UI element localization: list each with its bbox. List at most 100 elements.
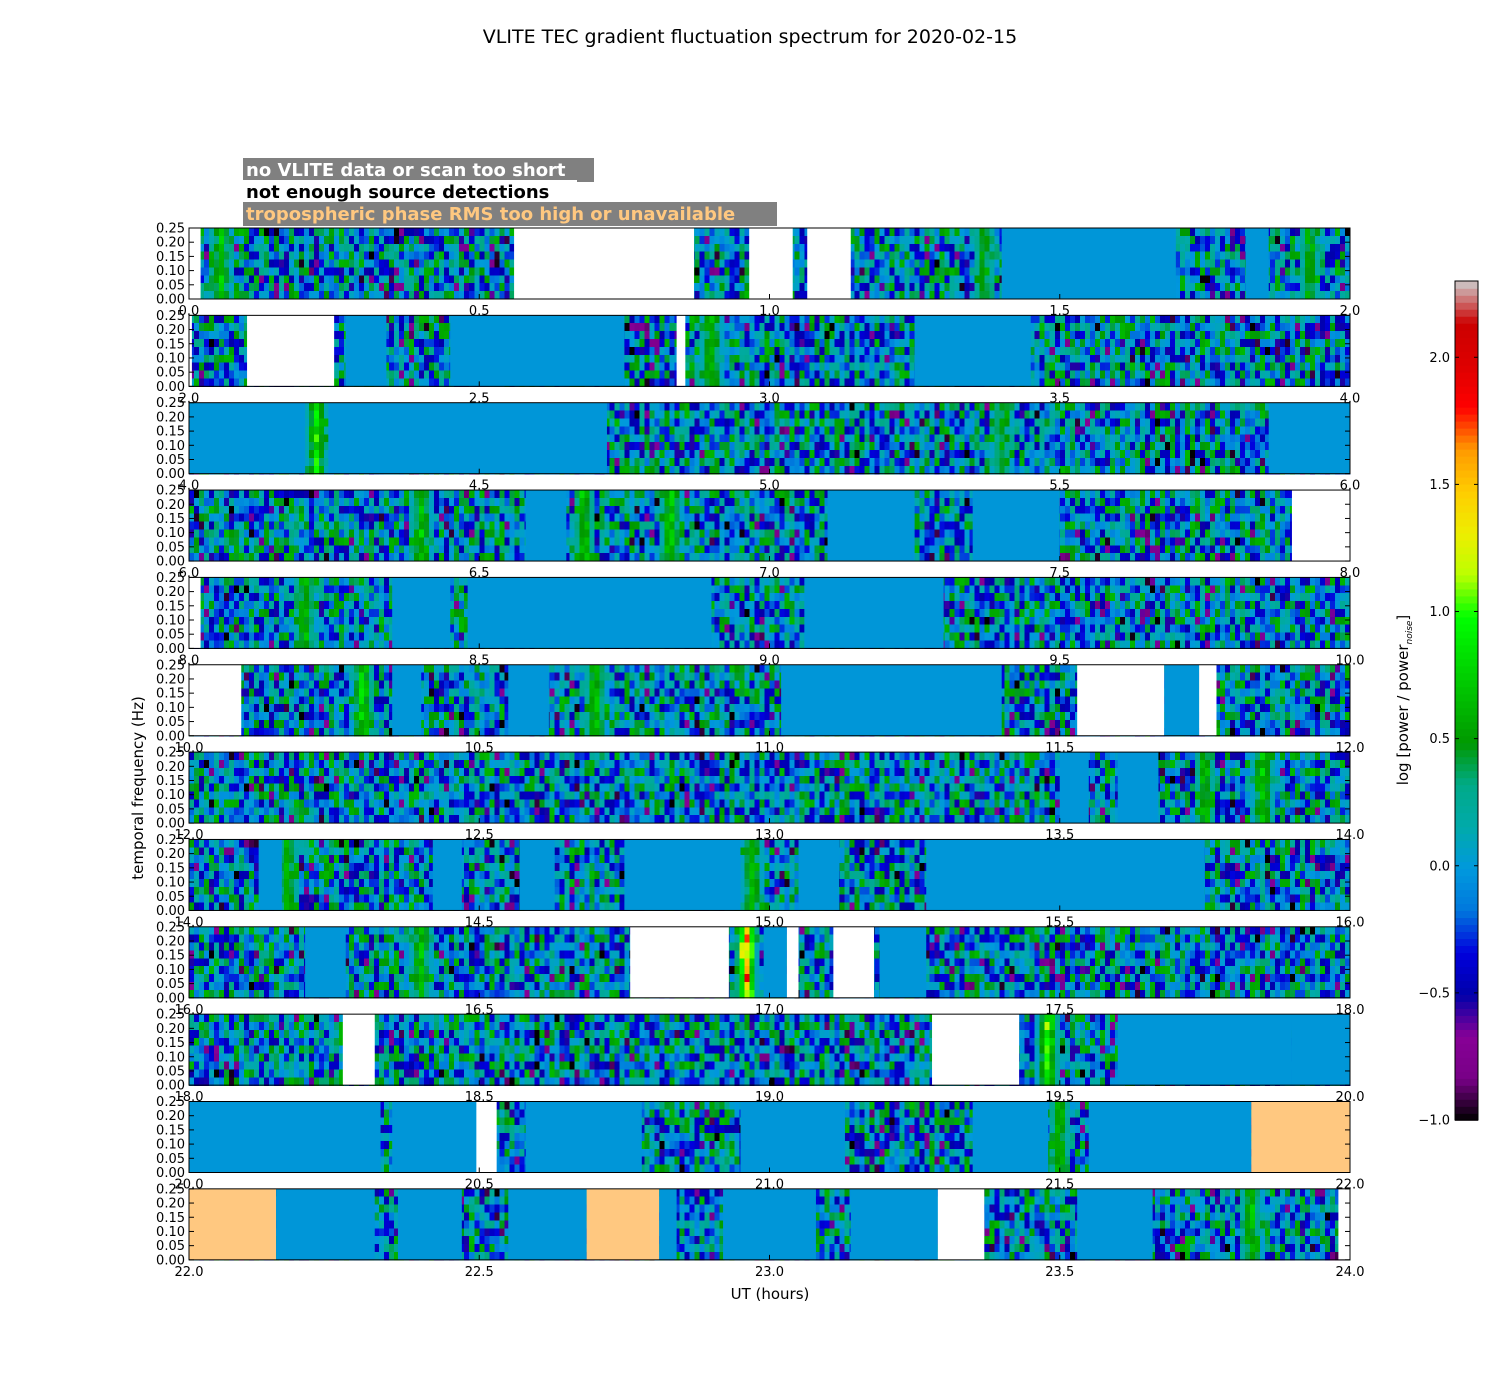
heatmap-cell <box>904 235 911 245</box>
heatmap-cell <box>419 283 425 292</box>
heatmap-cell <box>649 346 655 356</box>
heatmap-cell <box>319 283 325 292</box>
heatmap-cell <box>1299 346 1306 356</box>
heatmap-cell <box>1164 339 1171 348</box>
heatmap-cell <box>884 251 891 261</box>
heatmap-cell <box>744 283 751 292</box>
heatmap-cell <box>1184 331 1191 340</box>
heatmap-cell <box>974 235 981 245</box>
heatmap-cell <box>1339 362 1346 372</box>
heatmap-cell <box>1119 315 1126 324</box>
heatmap-cell <box>899 267 906 276</box>
heatmap-cell <box>1039 346 1046 356</box>
heatmap-cell <box>219 243 225 253</box>
heatmap-cell <box>1209 346 1216 356</box>
heatmap-cell <box>439 354 445 364</box>
heatmap-cell <box>399 378 405 387</box>
heatmap-cell <box>1059 315 1066 324</box>
heatmap-cell <box>809 370 816 380</box>
heatmap-cell <box>229 251 235 261</box>
heatmap-cell <box>299 235 305 245</box>
heatmap-cell <box>979 291 986 300</box>
heatmap-cell <box>459 228 465 237</box>
heatmap-cell <box>334 339 340 348</box>
heatmap-cell <box>199 323 205 332</box>
heatmap-cell <box>964 251 971 261</box>
heatmap-cell <box>1154 370 1161 380</box>
heatmap-cell <box>804 362 811 372</box>
heatmap-cell <box>939 228 946 237</box>
heatmap-cell <box>859 291 866 300</box>
heatmap-cell <box>954 267 961 276</box>
heatmap-cell <box>1224 315 1231 324</box>
heatmap-cell <box>929 267 936 276</box>
heatmap-cell <box>204 228 210 237</box>
heatmap-cell <box>274 267 280 276</box>
heatmap-cell <box>699 275 706 284</box>
heatmap-cell <box>239 251 245 261</box>
heatmap-cell <box>634 331 640 340</box>
heatmap-cell <box>1139 370 1146 380</box>
heatmap-cell <box>734 251 741 261</box>
heatmap-cell <box>1059 354 1066 364</box>
heatmap-cell <box>944 291 951 300</box>
heatmap-cell <box>984 291 991 300</box>
heatmap-cell <box>1284 339 1291 348</box>
heatmap-cell <box>694 339 701 348</box>
heatmap-cell <box>874 315 881 324</box>
heatmap-cell <box>884 283 891 292</box>
heatmap-cell <box>1194 346 1201 356</box>
heatmap-cell <box>1219 259 1226 269</box>
heatmap-cell <box>339 267 345 276</box>
heatmap-cell <box>894 259 901 269</box>
heatmap-cell <box>1239 315 1246 324</box>
heatmap-cell <box>879 362 886 372</box>
heatmap-cell <box>234 362 240 372</box>
heatmap-cell <box>1149 323 1156 332</box>
heatmap-cell <box>854 378 861 387</box>
heatmap-cell <box>734 235 741 245</box>
heatmap-cell <box>444 228 450 237</box>
heatmap-cell <box>309 267 315 276</box>
heatmap-cell <box>1209 370 1216 380</box>
heatmap-cell <box>1159 331 1166 340</box>
heatmap-cell <box>1234 378 1241 387</box>
heatmap-cell <box>1194 370 1201 380</box>
heatmap-cell <box>909 378 916 387</box>
heatmap-cell <box>899 259 906 269</box>
heatmap-cell <box>1309 370 1316 380</box>
heatmap-cell <box>874 243 881 253</box>
heatmap-cell <box>1254 370 1261 380</box>
heatmap-cell <box>224 354 230 364</box>
heatmap-cell <box>1314 339 1321 348</box>
heatmap-cell <box>1214 291 1221 300</box>
heatmap-cell <box>884 339 891 348</box>
heatmap-cell <box>509 283 515 292</box>
heatmap-cell <box>1239 259 1246 269</box>
heatmap-cell <box>1109 331 1116 340</box>
heatmap-cell <box>349 243 355 253</box>
heatmap-cell <box>1299 267 1306 276</box>
heatmap-cell <box>1319 251 1326 261</box>
heatmap-cell <box>384 228 390 237</box>
heatmap-cell <box>1059 346 1066 356</box>
heatmap-cell <box>874 339 881 348</box>
heatmap-cell <box>424 291 430 300</box>
heatmap-cell <box>284 259 290 269</box>
heatmap-cell <box>1294 283 1301 292</box>
heatmap-cell <box>1239 235 1246 245</box>
heatmap-cell <box>989 283 996 292</box>
heatmap-cell <box>264 275 270 284</box>
heatmap-cell <box>989 243 996 253</box>
y-tick-label: 0.15 <box>156 337 185 352</box>
heatmap-cell <box>804 339 811 348</box>
heatmap-cell <box>494 267 500 276</box>
heatmap-cell <box>199 291 205 300</box>
heatmap-cell <box>904 339 911 348</box>
heatmap-cell <box>394 251 400 261</box>
heatmap-cell <box>1224 354 1231 364</box>
heatmap-cell <box>204 362 210 372</box>
heatmap-cell <box>469 283 475 292</box>
heatmap-cell <box>404 323 410 332</box>
heatmap-cell <box>439 228 445 237</box>
